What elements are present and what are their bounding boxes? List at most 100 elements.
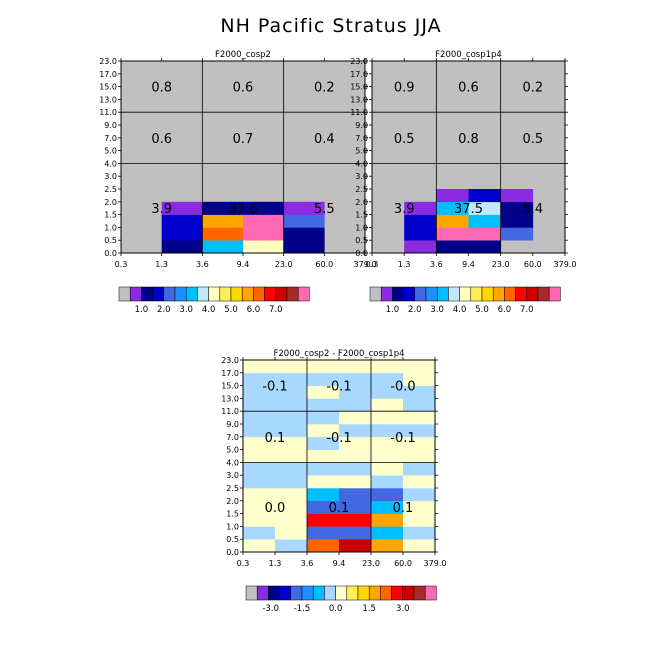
heatmap-cell	[307, 513, 340, 527]
y-tick-label: 2.5	[104, 185, 117, 194]
heatmap-cell	[403, 500, 436, 514]
heatmap-cell	[275, 372, 308, 386]
y-tick-label: 2.5	[226, 484, 239, 493]
y-tick-label: 9.0	[104, 121, 117, 130]
heatmap-cell	[161, 240, 203, 254]
heatmap-cell	[307, 539, 340, 553]
y-tick-label: 17.0	[99, 70, 117, 79]
heatmap-cell	[371, 424, 404, 438]
heatmap-cell	[307, 360, 340, 374]
section-value-label: 0.6	[151, 132, 172, 147]
colorbar-swatch	[268, 585, 280, 601]
heatmap-cell	[339, 398, 372, 412]
section-value-label: 5.4	[522, 202, 543, 217]
heatmap-cell	[403, 513, 436, 527]
y-tick-label: 15.0	[99, 83, 117, 92]
heatmap-cell	[500, 240, 534, 254]
panel-title: F2000_cosp2 - F2000_cosp1p4	[273, 349, 404, 359]
heatmap-panel-cosp1p4: 3.9 37.5 5.4 0.5 0.8 0.5 0.9 0.6 0.2 F2000_cosp1p…	[350, 50, 576, 269]
x-tick-label: 1.3	[398, 260, 411, 269]
colorbar-label: 3.0	[179, 305, 193, 315]
y-tick-label: 13.0	[350, 95, 368, 104]
heatmap-cell	[403, 385, 436, 399]
x-tick-label: 3.6	[196, 260, 209, 269]
section-value-label: 0.8	[151, 81, 172, 96]
section-value-label: 0.1	[393, 501, 414, 516]
x-tick-label: 23.0	[275, 260, 293, 269]
section-value-label: 3.9	[394, 202, 415, 217]
y-tick-label: 23.0	[99, 57, 117, 66]
heatmap-cell	[403, 449, 436, 463]
section-value-label: -0.1	[326, 380, 351, 395]
heatmap-cell	[436, 227, 469, 241]
colorbar-label: 1.0	[135, 305, 149, 315]
colorbar-swatch	[163, 286, 176, 302]
section-value-label: 0.7	[233, 132, 254, 147]
heatmap-cell	[275, 411, 308, 425]
x-tick-label: 379.0	[424, 559, 447, 568]
y-tick-label: 13.0	[221, 394, 239, 403]
heatmap-cell	[275, 500, 308, 514]
heatmap-cell	[283, 201, 325, 215]
colorbar-swatch	[185, 286, 198, 302]
heatmap-cell	[436, 240, 469, 254]
y-tick-label: 13.0	[99, 95, 117, 104]
colorbar-swatch	[141, 286, 153, 302]
colorbar-swatch	[492, 286, 505, 302]
x-tick-label: 3.6	[430, 260, 443, 269]
heatmap-cell	[243, 372, 276, 386]
y-tick-label: 4.0	[355, 159, 368, 168]
heatmap-cell	[371, 360, 404, 374]
y-tick-label: 4.0	[226, 458, 239, 467]
colorbar-swatch	[448, 286, 460, 302]
x-tick-label: 1.3	[155, 260, 168, 269]
colorbar-swatch	[380, 585, 392, 601]
colorbar-swatch	[275, 286, 288, 302]
x-tick-label: 379.0	[554, 260, 577, 269]
colorbar-swatch	[279, 585, 292, 601]
heatmap-cell	[371, 475, 404, 489]
colorbar-swatch	[197, 286, 209, 302]
y-tick-label: 4.0	[104, 159, 117, 168]
heatmap-cell	[403, 436, 436, 450]
heatmap-cell	[275, 360, 308, 374]
heatmap-cell	[436, 201, 469, 215]
colorbar-swatch	[515, 286, 528, 302]
heatmap-cell	[339, 475, 372, 489]
colorbar-swatch	[425, 286, 438, 302]
panel-title: F2000_cosp2	[215, 50, 271, 60]
heatmap-cell	[339, 539, 372, 553]
heatmap-cell	[275, 513, 308, 527]
panel-title: F2000_cosp1p4	[435, 50, 502, 60]
colorbar-swatch	[481, 286, 494, 302]
y-tick-label: 17.0	[350, 70, 368, 79]
heatmap-cell	[161, 214, 203, 228]
colorbar-label: 2.0	[408, 305, 422, 315]
y-tick-label: 2.5	[355, 185, 368, 194]
colorbar-label: 7.0	[520, 305, 534, 315]
colorbar-swatch	[219, 286, 232, 302]
colorbar-label: 3.0	[430, 305, 444, 315]
y-tick-label: 11.0	[221, 407, 239, 416]
colorbar-swatch	[413, 585, 426, 601]
heatmap-cell	[202, 240, 244, 254]
heatmap-cell	[161, 227, 203, 241]
y-tick-label: 1.5	[104, 211, 117, 220]
x-tick-label: 23.0	[492, 260, 510, 269]
section-value-label: 0.9	[394, 81, 415, 96]
heatmap-cell	[339, 385, 372, 399]
colorbar-swatch	[402, 585, 415, 601]
section-value-label: 0.8	[458, 132, 479, 147]
colorbar-swatch	[290, 585, 303, 601]
y-tick-label: 0.5	[226, 535, 239, 544]
colorbar-swatch	[368, 585, 381, 601]
colorbar-label: -3.0	[262, 604, 279, 614]
y-tick-label: 1.0	[226, 522, 239, 531]
heatmap-cell	[403, 372, 436, 386]
heatmap-cell	[339, 436, 372, 450]
heatmap-cell	[202, 227, 244, 241]
y-tick-label: 3.0	[355, 172, 368, 181]
section-value-label: -0.0	[390, 380, 415, 395]
heatmap-cell	[404, 240, 437, 254]
